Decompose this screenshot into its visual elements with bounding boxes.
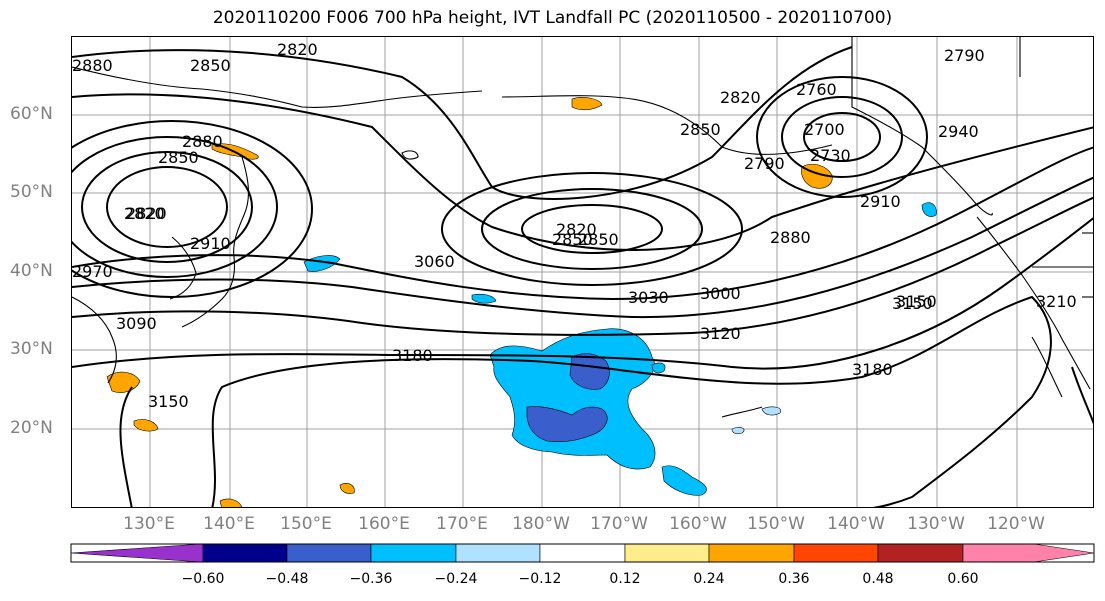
colorbar-tick-label: 0.24 [693, 571, 725, 587]
colorbar-outline [70, 543, 1095, 563]
contour-label: 2820 [126, 204, 167, 223]
colorbar-tick-label: −0.12 [518, 571, 562, 587]
lat-label-40n: 40°N [10, 261, 53, 281]
contour-label: 2880 [770, 228, 811, 247]
contour-labels: 2880 2850 2820 2790 2850 2820 2880 2850 … [72, 40, 1077, 411]
colorbar-segment [624, 543, 710, 563]
lat-label-20n: 20°N [10, 418, 53, 438]
colorbar-tick-label: −0.60 [181, 571, 225, 587]
colorbar-tick-label: 0.12 [609, 571, 641, 587]
contour-label: 3180 [392, 346, 433, 365]
colorbar-tick-label: −0.48 [265, 571, 309, 587]
contour-label: 3090 [116, 314, 157, 333]
colorbar-segment [793, 543, 879, 563]
colorbar-segment [370, 543, 457, 563]
colorbar-tick-label: 0.36 [778, 571, 810, 587]
contour-label: 2730 [810, 146, 851, 165]
colorbar-tick-label: 0.48 [862, 571, 894, 587]
contour-label: 2700 [804, 120, 845, 139]
height-contours [72, 46, 1093, 507]
colorbar-segment [708, 543, 795, 563]
contour-label: 2820 [556, 220, 597, 239]
lon-label-160w: 160°W [669, 514, 727, 534]
lon-label-170e: 170°E [436, 514, 488, 534]
colorbar-segment [455, 543, 541, 563]
lon-label-120w: 120°W [987, 514, 1045, 534]
contour-label: 3030 [628, 288, 669, 307]
contour-label: 3150 [148, 392, 189, 411]
colorbar-segments [70, 543, 1095, 563]
contour-label: 2820 [720, 88, 761, 107]
lon-label-170w: 170°W [590, 514, 648, 534]
contour-label: 3120 [700, 324, 741, 343]
contour-label: 3210 [1036, 292, 1077, 311]
lat-label-50n: 50°N [10, 182, 53, 202]
colorbar-tick-label: 0.60 [947, 571, 979, 587]
coastlines [72, 37, 1093, 418]
contour-label: 2850 [578, 230, 619, 249]
contour-label: 2760 [796, 80, 837, 99]
contour-label: 2850 [680, 120, 721, 139]
lon-label-150e: 150°E [280, 514, 332, 534]
lon-label-140e: 140°E [203, 514, 255, 534]
lat-label-30n: 30°N [10, 339, 53, 359]
map-panel: 2880 2850 2820 2790 2850 2820 2880 2850 … [71, 36, 1094, 508]
lon-label-130e: 130°E [123, 514, 175, 534]
contour-label: 3150 [892, 294, 933, 313]
contour-label: 3150 [896, 292, 937, 311]
contour-label: 3000 [700, 284, 741, 303]
contour-label: 2940 [938, 122, 979, 141]
contour-label: 2910 [860, 192, 901, 211]
contour-label: 2820 [124, 204, 165, 223]
lon-label-150w: 150°W [747, 514, 805, 534]
contour-label: 2910 [190, 234, 231, 253]
colorbar-tick-label: −0.24 [434, 571, 478, 587]
contour-label: 2880 [72, 56, 113, 75]
contour-label: 2790 [744, 154, 785, 173]
contour-label: 2790 [944, 46, 985, 65]
lon-label-160e: 160°E [358, 514, 410, 534]
lat-label-60n: 60°N [10, 104, 53, 124]
contour-label: 3060 [414, 252, 455, 271]
contour-label: 3180 [852, 360, 893, 379]
contour-label: 2970 [72, 262, 113, 281]
colorbar-segment [286, 543, 372, 563]
lon-label-180w: 180°W [512, 514, 570, 534]
colorbar-segment [877, 543, 964, 563]
colorbar-segment [962, 543, 1095, 563]
map-title: 2020110200 F006 700 hPa height, IVT Land… [212, 8, 893, 28]
contour-label: 2880 [182, 132, 223, 151]
colorbar-segment [202, 543, 288, 563]
colorbar [70, 543, 1095, 563]
contour-label: 2850 [190, 56, 231, 75]
contour-label: 2820 [277, 40, 318, 59]
colorbar-segment [539, 543, 626, 563]
lon-label-140w: 140°W [827, 514, 885, 534]
colorbar-segment [70, 543, 204, 563]
contour-label: 2850 [552, 230, 593, 249]
contour-label: 2850 [158, 148, 199, 167]
map-canvas: 2880 2850 2820 2790 2850 2820 2880 2850 … [72, 37, 1093, 507]
lon-label-130w: 130°W [907, 514, 965, 534]
colorbar-tick-label: −0.36 [349, 571, 393, 587]
